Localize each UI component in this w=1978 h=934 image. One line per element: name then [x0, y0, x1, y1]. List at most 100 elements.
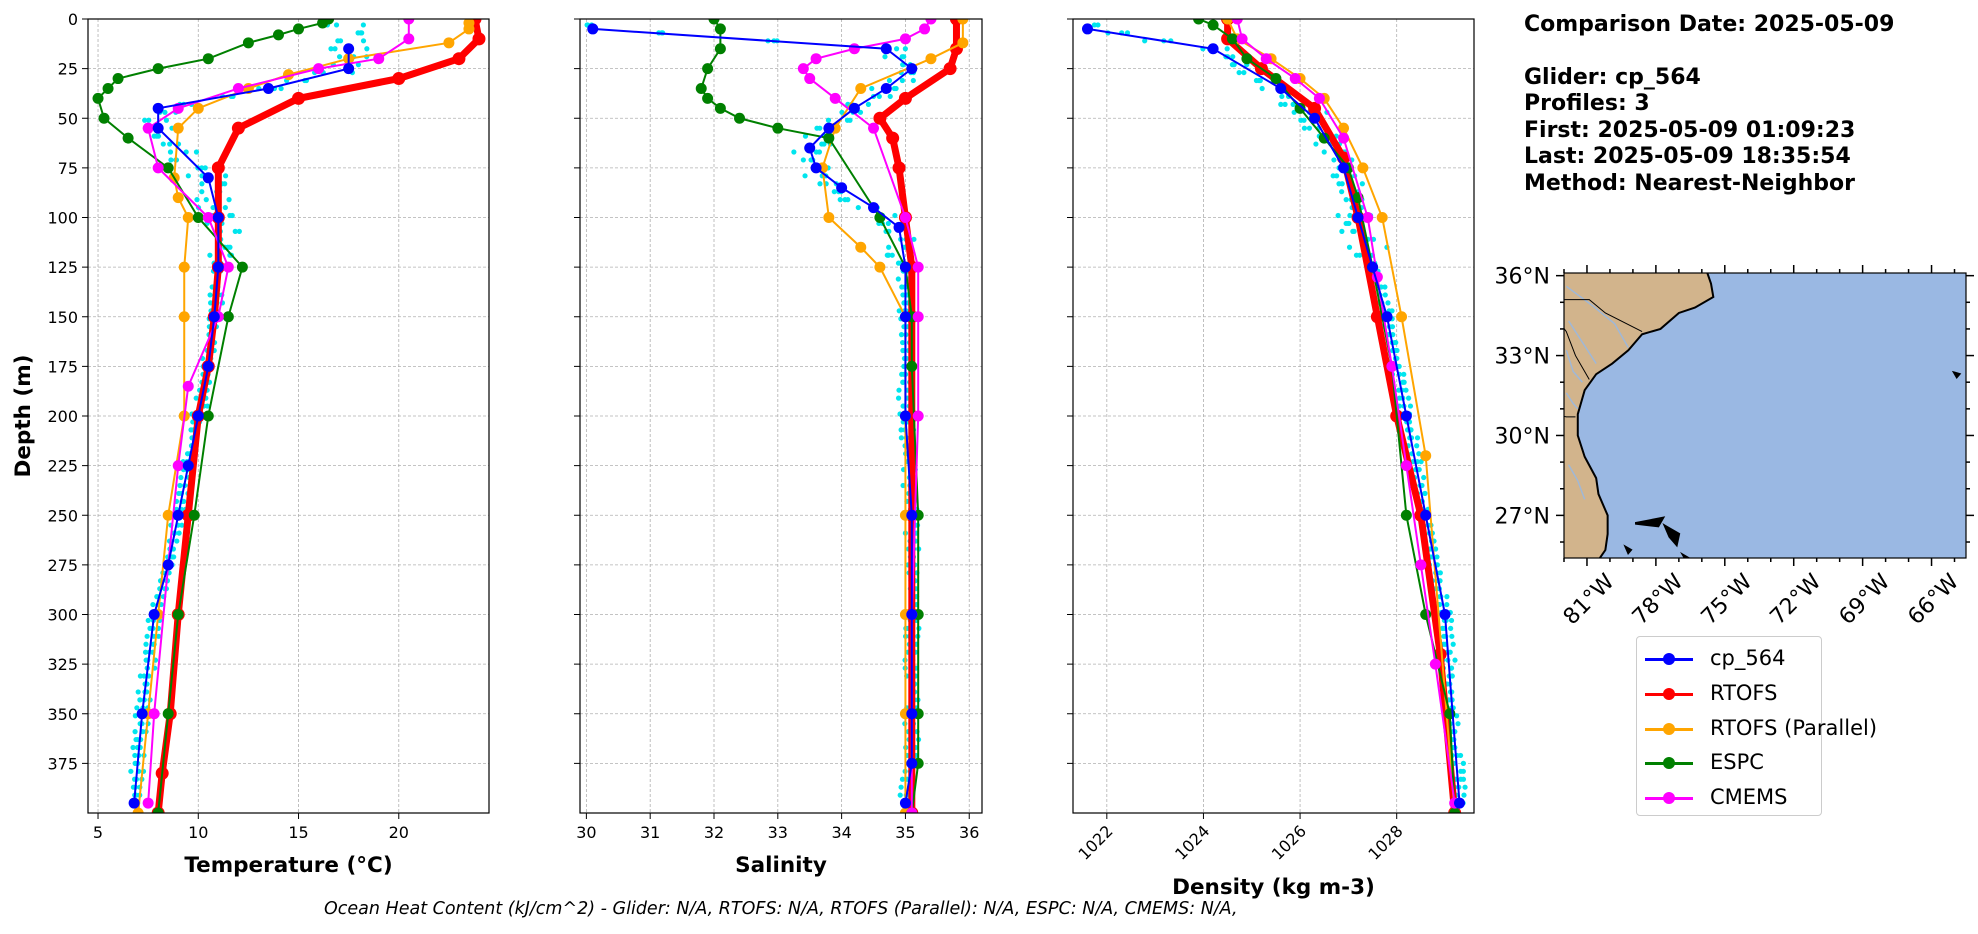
series-point — [925, 53, 937, 65]
glider-raw-point — [1385, 300, 1391, 306]
series-point — [899, 212, 911, 223]
series-line-cmems — [147, 19, 410, 804]
glider-raw-point — [896, 387, 902, 393]
plot-area — [1081, 19, 1468, 813]
series-point — [957, 19, 969, 25]
glider-raw-point — [1350, 228, 1356, 234]
glider-raw-point — [1421, 474, 1427, 481]
series-point — [1338, 162, 1350, 174]
land-mass — [1564, 273, 1715, 558]
river-line — [1565, 392, 1579, 410]
series-point — [1308, 101, 1322, 115]
series-point — [1222, 19, 1234, 25]
series-point — [912, 410, 924, 422]
series-point — [212, 261, 224, 273]
series-point — [142, 122, 154, 134]
region-map: 36°N 33°N 30°N 27°N 81°W 78°W 75°W 72°W 69°W 66°W — [1495, 265, 1974, 630]
glider-raw-point — [142, 117, 148, 123]
x-tick-label: 32 — [704, 823, 724, 842]
series-point — [162, 559, 174, 571]
glider-raw-point — [1457, 752, 1464, 759]
glider-raw-point — [167, 141, 173, 147]
series-point — [1193, 19, 1205, 25]
series-point — [829, 92, 841, 104]
y-tick-label: 175 — [47, 357, 78, 376]
glider-raw-point — [207, 292, 213, 298]
series-point — [1376, 212, 1388, 223]
glider-raw-point — [360, 22, 366, 28]
glider-raw-point — [1257, 77, 1263, 84]
glider-raw-point — [1339, 181, 1345, 187]
glider-raw-point — [1401, 379, 1407, 385]
series-point — [1396, 311, 1408, 323]
legend-item-glider: cp_564 — [1637, 642, 1837, 676]
glider-raw-point — [887, 93, 893, 100]
series-point — [262, 82, 274, 94]
series-point — [1400, 410, 1412, 422]
series-point — [152, 122, 164, 134]
glider-raw-point — [134, 705, 140, 711]
y-tick-label: 225 — [47, 457, 78, 476]
glider-raw-point — [1460, 776, 1467, 782]
glider-raw-point — [160, 141, 166, 147]
series-point — [1241, 53, 1253, 65]
glider-raw-point — [1403, 387, 1409, 393]
legend: cp_564 RTOFS RTOFS (Parallel) ESPC CMEMS — [1636, 636, 1877, 816]
glider-raw-point — [278, 85, 284, 92]
series-point — [880, 82, 892, 94]
series-point — [152, 102, 164, 114]
legend-item-espc: ESPC — [1637, 746, 1837, 780]
series-point — [1429, 658, 1441, 670]
series-point — [892, 161, 906, 175]
glider-raw-point — [1236, 69, 1242, 76]
glider-raw-point — [137, 697, 143, 703]
glider-raw-point — [1414, 443, 1420, 449]
series-point — [202, 53, 214, 65]
series-point — [1415, 559, 1427, 571]
glider-raw-point — [1407, 403, 1414, 409]
glider-raw-point — [222, 204, 228, 211]
series-point — [1081, 23, 1093, 35]
y-tick-label: 375 — [47, 754, 78, 773]
series-point — [152, 162, 164, 174]
glider-raw-point — [236, 228, 242, 234]
series-point — [1207, 43, 1219, 55]
glider-raw-point — [802, 173, 808, 179]
glider-raw-point — [177, 482, 183, 489]
glider-raw-point — [1401, 371, 1407, 377]
y-tick-label: 300 — [47, 606, 78, 625]
panel-salinity: 30 31 32 33 34 35 36 Salinity — [574, 18, 983, 878]
series-point — [899, 410, 911, 422]
series-point — [1231, 19, 1243, 25]
glider-raw-point — [800, 157, 806, 163]
series-point — [1338, 122, 1350, 134]
glider-raw-point — [882, 54, 888, 60]
series-point — [1357, 162, 1369, 174]
glider-raw-point — [163, 117, 169, 123]
glider-raw-point — [899, 371, 905, 377]
island — [1634, 516, 1666, 528]
glider-raw-point — [199, 181, 205, 187]
series-point — [1367, 261, 1379, 273]
glider-raw-point — [814, 125, 820, 131]
glider-raw-point — [1331, 157, 1337, 163]
map-lon-label: 69°W — [1835, 569, 1896, 630]
map-lat-label: 27°N — [1495, 504, 1550, 529]
series-point — [810, 162, 822, 174]
glider-raw-point — [891, 85, 898, 92]
series-point — [463, 23, 475, 35]
glider-raw-point — [1414, 435, 1421, 441]
glider-raw-point — [884, 252, 890, 258]
series-point — [192, 212, 204, 223]
glider-raw-point — [193, 149, 200, 155]
series-point — [886, 131, 900, 145]
glider-raw-point — [896, 308, 902, 314]
glider-raw-point — [193, 395, 199, 401]
series-point — [122, 132, 134, 144]
series-point — [899, 261, 911, 273]
glider-raw-point — [1357, 252, 1363, 258]
series-point — [873, 111, 887, 125]
glider-raw-point — [1330, 173, 1336, 179]
glider-raw-point — [333, 22, 340, 28]
series-point — [893, 221, 905, 233]
